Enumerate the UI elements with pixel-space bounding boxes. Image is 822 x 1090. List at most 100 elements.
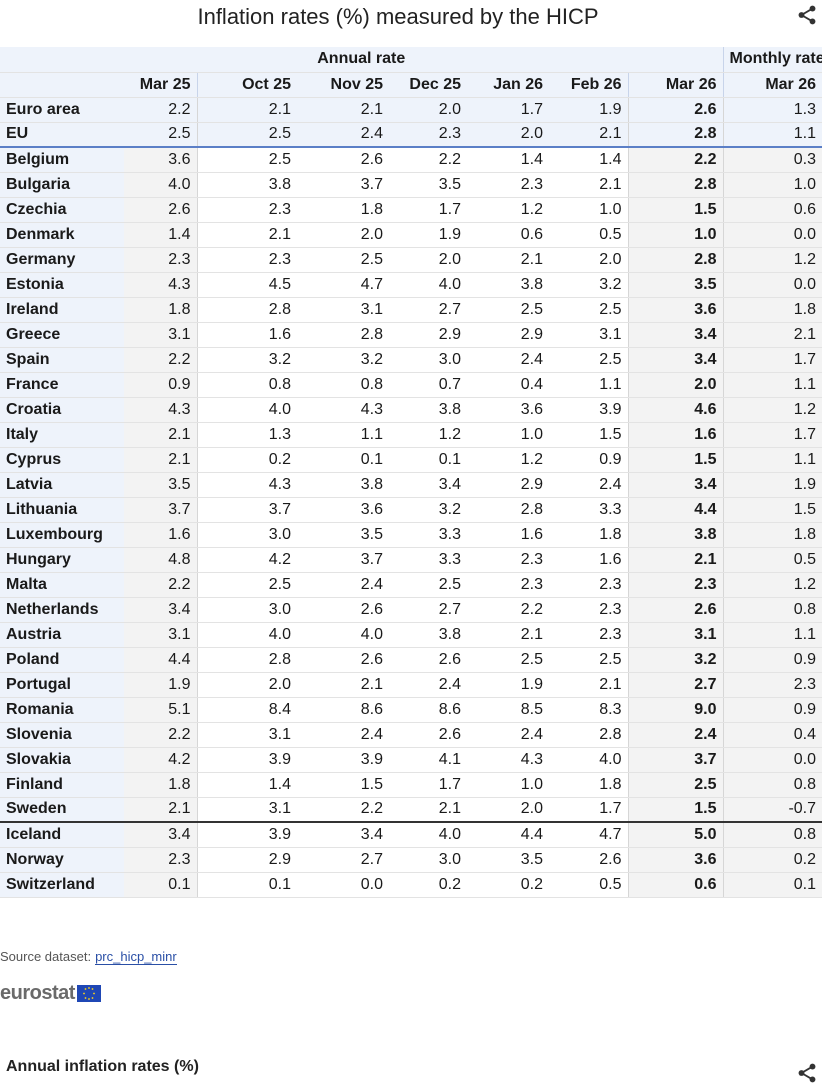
table-cell: 4.0: [297, 622, 389, 648]
table-row: Italy 2.1 1.3 1.1 1.2 1.0 1.5 1.6 1.7: [0, 422, 822, 448]
source-dataset-link[interactable]: prc_hicp_minr: [95, 949, 177, 965]
table-cell: 2.1: [467, 622, 549, 648]
table-row: Greece 3.1 1.6 2.8 2.9 2.9 3.1 3.4 2.1: [0, 322, 822, 348]
table-cell: 3.6: [124, 147, 198, 173]
table-cell: 2.1: [197, 222, 297, 248]
title-row: Inflation rates (%) measured by the HICP: [0, 0, 822, 36]
table-row: Norway 2.3 2.9 2.7 3.0 3.5 2.6 3.6 0.2: [0, 847, 822, 873]
table-cell: 1.5: [627, 797, 724, 823]
group-monthly-rate: Monthly rate: [722, 47, 822, 73]
table-cell: 3.2: [197, 347, 297, 373]
table-cell: 1.6: [467, 522, 549, 548]
table-cell: 2.6: [627, 97, 724, 123]
table-cell: 0.1: [723, 872, 822, 898]
table-cell: 1.5: [627, 197, 724, 223]
table-cell: 4.3: [197, 472, 297, 498]
section-title: Annual inflation rates (%): [6, 1058, 199, 1075]
row-label: Portugal: [0, 672, 124, 698]
table-cell: 2.1: [549, 672, 628, 698]
table-cell: 2.3: [389, 122, 467, 148]
table-cell: 2.1: [389, 797, 467, 823]
table-cell: 2.4: [297, 572, 389, 598]
table-cell: 1.1: [549, 372, 628, 398]
table-cell: 3.4: [389, 472, 467, 498]
table-cell: 3.5: [467, 847, 549, 873]
table-cell: 2.1: [297, 672, 389, 698]
eurostat-logo: eurostat: [0, 982, 101, 1005]
table-cell: 2.5: [627, 772, 724, 798]
table-cell: 0.5: [549, 872, 628, 898]
table-cell: 3.1: [197, 722, 297, 748]
table-cell: 2.2: [124, 722, 198, 748]
table-cell: 4.0: [549, 747, 628, 773]
table-cell: 1.5: [723, 497, 822, 523]
row-label: France: [0, 372, 124, 398]
table-row: Euro area 2.2 2.1 2.1 2.0 1.7 1.9 2.6 1.3: [0, 97, 822, 123]
table-cell: 3.2: [627, 647, 724, 673]
table-cell: 4.3: [124, 397, 198, 423]
table-cell: 1.6: [197, 322, 297, 348]
table-cell: 2.8: [627, 122, 724, 148]
table-cell: 2.2: [467, 597, 549, 623]
row-label: Spain: [0, 347, 124, 373]
table-cell: 4.4: [124, 647, 198, 673]
table-cell: 0.0: [723, 272, 822, 298]
table-row: Ireland 1.8 2.8 3.1 2.7 2.5 2.5 3.6 1.8: [0, 297, 822, 323]
group-annual-rate: Annual rate: [0, 47, 724, 73]
row-label: Iceland: [0, 821, 124, 848]
table-row: Belgium 3.6 2.5 2.6 2.2 1.4 1.4 2.2 0.3: [0, 147, 822, 173]
table-cell: 3.5: [389, 172, 467, 198]
page-title: Inflation rates (%) measured by the HICP: [197, 4, 599, 29]
table-cell: 3.7: [124, 497, 198, 523]
table-cell: 4.2: [124, 747, 198, 773]
table-cell: 0.9: [124, 372, 198, 398]
table-row: Czechia 2.6 2.3 1.8 1.7 1.2 1.0 1.5 0.6: [0, 197, 822, 223]
eurostat-wordmark: eurostat: [0, 982, 75, 1004]
table-row: EU 2.5 2.5 2.4 2.3 2.0 2.1 2.8 1.1: [0, 122, 822, 148]
table-cell: 1.7: [389, 772, 467, 798]
table-cell: 2.0: [197, 672, 297, 698]
table-cell: 1.8: [297, 197, 389, 223]
eu-flag-icon: [76, 985, 101, 1002]
table-cell: 1.2: [723, 572, 822, 598]
column-header: Feb 26: [549, 72, 628, 98]
table-cell: 0.0: [723, 222, 822, 248]
table-cell: 2.9: [467, 322, 549, 348]
share-icon[interactable]: [796, 1062, 818, 1084]
table-cell: 2.8: [627, 172, 724, 198]
row-label: Slovakia: [0, 747, 124, 773]
row-label: Romania: [0, 697, 124, 723]
table-row: Poland 4.4 2.8 2.6 2.6 2.5 2.5 3.2 0.9: [0, 647, 822, 673]
table-cell: 4.7: [297, 272, 389, 298]
hicp-table: Annual rate Monthly rate Mar 25 Oct 25 Nov…: [0, 47, 822, 898]
table-cell: 0.8: [723, 821, 822, 848]
row-label: Hungary: [0, 547, 124, 573]
share-icon[interactable]: [796, 4, 818, 26]
table-cell: 1.0: [467, 422, 549, 448]
table-cell: 4.1: [389, 747, 467, 773]
table-cell: 3.1: [124, 322, 198, 348]
row-label: Austria: [0, 622, 124, 648]
table-cell: 2.7: [389, 597, 467, 623]
table-cell: 3.4: [124, 821, 198, 848]
table-cell: 1.1: [723, 622, 822, 648]
table-cell: 2.3: [467, 547, 549, 573]
table-cell: 4.0: [197, 397, 297, 423]
table-row: Slovakia 4.2 3.9 3.9 4.1 4.3 4.0 3.7 0.0: [0, 747, 822, 773]
table-cell: 1.2: [467, 447, 549, 473]
row-label: Sweden: [0, 797, 124, 823]
table-cell: 8.3: [549, 697, 628, 723]
table-cell: 0.8: [197, 372, 297, 398]
table-cell: 1.6: [124, 522, 198, 548]
row-label: Euro area: [0, 97, 124, 123]
table-cell: 0.5: [549, 222, 628, 248]
table-cell: 5.0: [627, 821, 724, 848]
table-cell: 0.1: [124, 872, 198, 898]
row-label: Latvia: [0, 472, 124, 498]
table-cell: -0.7: [723, 797, 822, 823]
column-header: Oct 25: [197, 72, 297, 98]
table-cell: 2.5: [197, 572, 297, 598]
source-line: Source dataset: prc_hicp_minr: [0, 949, 177, 965]
table-cell: 1.3: [197, 422, 297, 448]
table-cell: 2.5: [549, 347, 628, 373]
